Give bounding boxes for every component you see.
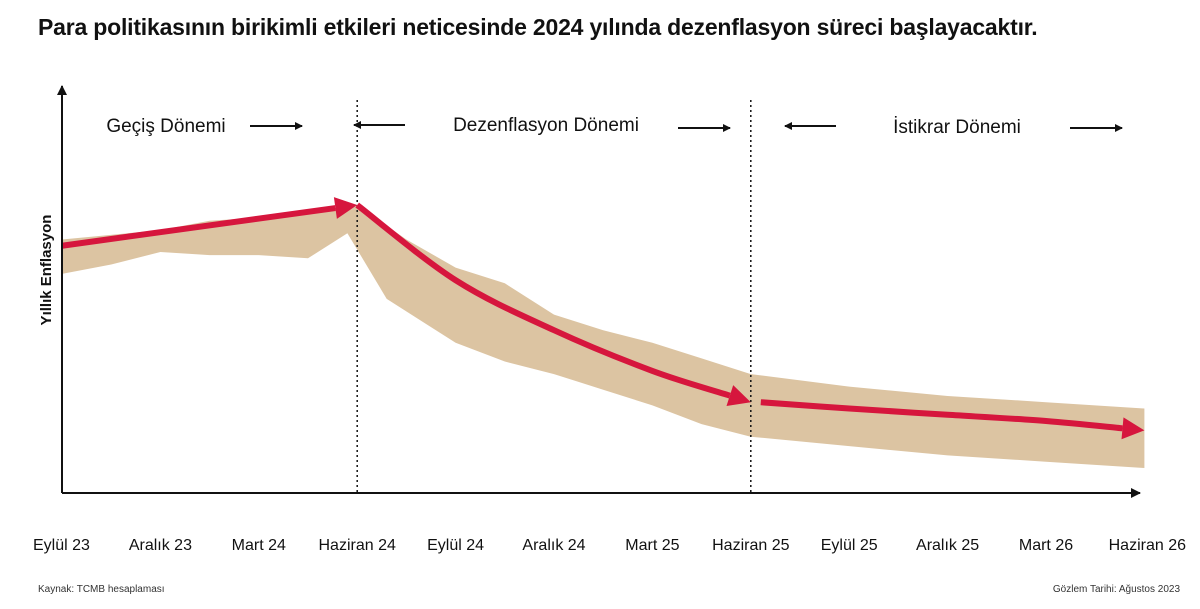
uncertainty-band — [62, 205, 1145, 468]
trend-arrows — [61, 197, 1145, 440]
y-axis-label: Yıllık Enflasyon — [38, 215, 55, 326]
phase-label-stability: İstikrar Dönemi — [893, 117, 1021, 138]
trend-arrow-disinflation-head — [726, 385, 751, 406]
x-tick-label: Haziran 25 — [712, 537, 789, 554]
trend-arrow-disinflation — [355, 202, 731, 399]
x-tick-label: Haziran 26 — [1109, 537, 1186, 554]
x-tick-label: Aralık 24 — [522, 537, 585, 554]
x-tick-label: Eylül 25 — [821, 537, 878, 554]
x-tick-label: Haziran 24 — [319, 537, 396, 554]
trend-arrow-transition-head — [333, 197, 358, 219]
chart-title: Para politikasının birikimli etkileri ne… — [38, 14, 1038, 40]
x-tick-label: Aralık 25 — [916, 537, 979, 554]
observation-date: Gözlem Tarihi: Ağustos 2023 — [1052, 584, 1180, 595]
trend-arrow-transition — [61, 205, 336, 249]
x-tick-label: Mart 26 — [1019, 537, 1073, 554]
phase-label-disinflation: Dezenflasyon Dönemi — [453, 115, 639, 136]
trend-arrow-stability — [760, 399, 1123, 432]
x-tick-labels: Eylül 23 Aralık 23 Mart 24 Haziran 24 Eylül … — [33, 537, 1186, 554]
x-tick-label: Eylül 24 — [427, 537, 484, 554]
x-tick-label: Aralık 23 — [129, 537, 192, 554]
phase-label-transition: Geçiş Dönemi — [106, 116, 225, 137]
trend-arrow-stability-head — [1121, 417, 1145, 440]
x-tick-label: Mart 25 — [625, 537, 679, 554]
x-tick-label: Eylül 23 — [33, 537, 90, 554]
source-note: Kaynak: TCMB hesaplaması — [38, 584, 165, 595]
x-tick-label: Mart 24 — [232, 537, 286, 554]
